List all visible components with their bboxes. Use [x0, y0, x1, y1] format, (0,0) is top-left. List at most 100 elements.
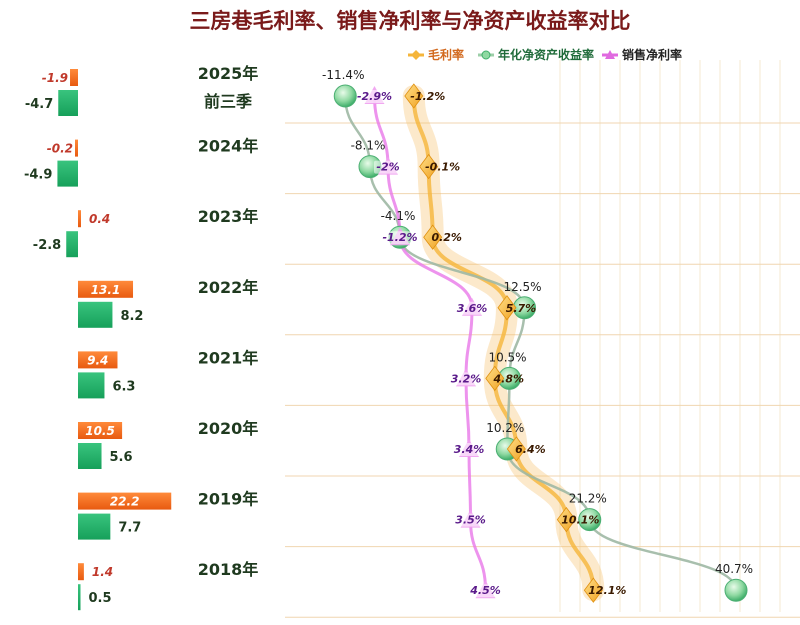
- period-label: 2025年: [198, 64, 259, 83]
- gross-margin-label: 12.1%: [588, 584, 626, 597]
- bar-orange: [70, 69, 78, 86]
- period-label: 2022年: [198, 278, 259, 297]
- net-margin-label-bg: [471, 584, 500, 598]
- bar-green-label: 5.6: [110, 450, 133, 465]
- legend-label: 年化净资产收益率: [498, 47, 594, 62]
- roe-label: -4.1%: [381, 209, 416, 223]
- bar-green: [78, 301, 113, 328]
- net-margin-label-bg: [455, 443, 483, 456]
- bar-green: [58, 90, 78, 116]
- bar-green: [78, 443, 102, 469]
- gross-margin-point: [485, 365, 505, 392]
- net-margin-label: 3.5%: [455, 514, 486, 527]
- lines-layer: [344, 85, 738, 602]
- gross-margin-label: 10.1%: [561, 514, 599, 527]
- bar-green: [78, 372, 105, 399]
- net-margin-label-bg: [386, 231, 414, 245]
- net-margin-label-bg: [456, 513, 485, 527]
- bar-green: [66, 231, 78, 258]
- gross-margin-label: 0.2%: [431, 231, 462, 244]
- points-layer: -11.4% -8.1% -4.1% 12.5% 10.5% 10.2% 21.2% 40.7…: [322, 68, 753, 603]
- legend-triangle-marker: [605, 50, 615, 59]
- net-margin-label-bg: [452, 372, 480, 386]
- period-label: 2024年: [198, 137, 259, 156]
- gross-margin-point: [556, 506, 576, 533]
- period-label: 前三季: [204, 92, 253, 111]
- roe-label: -11.4%: [322, 68, 364, 82]
- net-margin-label: 3.2%: [451, 372, 482, 385]
- roe-point: [578, 508, 602, 532]
- gross-margin-point: [423, 224, 443, 250]
- bar-green-label: 0.5: [89, 591, 112, 606]
- bar-orange: [78, 563, 84, 581]
- gross-margin-label: 5.7%: [506, 302, 537, 315]
- roe-point: [724, 578, 748, 602]
- gross-margin-label: -0.1%: [425, 161, 460, 174]
- bar-orange: [78, 422, 123, 439]
- bar-orange: [75, 139, 78, 157]
- bar-green-label: 7.7: [118, 521, 141, 536]
- period-label: 2021年: [198, 348, 259, 367]
- bar-green: [78, 513, 111, 540]
- bar-orange-label: 1.4: [92, 565, 113, 579]
- gross-margin-point: [506, 436, 526, 462]
- bar-orange: [78, 280, 134, 298]
- roe-line: [344, 95, 738, 591]
- bar-orange: [78, 210, 81, 228]
- gross-margin-label: -1.2%: [410, 90, 445, 103]
- bar-green-label: -4.9: [24, 168, 52, 183]
- net-margin-label-bg: [360, 90, 389, 103]
- bar-orange: [78, 492, 172, 510]
- bar-orange-label: 9.4: [87, 353, 108, 367]
- gross-margin-point: [419, 153, 439, 180]
- period-label: 2019年: [198, 490, 259, 509]
- net-margin-label: 3.6%: [457, 302, 488, 315]
- bar-green-label: -2.8: [33, 238, 61, 253]
- bar-orange-label: 10.5: [85, 424, 115, 438]
- bar-green-label: 8.2: [120, 309, 143, 324]
- net-margin-label-bg: [458, 301, 486, 315]
- legend: 毛利率 年化净资产收益率 销售净利率: [408, 47, 682, 62]
- gross-margin-point: [497, 295, 517, 321]
- bar-orange-label: 13.1: [91, 283, 121, 297]
- roe-label: 40.7%: [715, 562, 753, 576]
- bar-orange-label: -1.9: [42, 71, 68, 85]
- period-label: 2018年: [198, 560, 259, 579]
- bars-layer: -1.9 -4.7 -0.2 -4.9 0.4 -2.8 13.1 8.2 9.4 6.3 10.5…: [24, 69, 172, 611]
- gross-margin-point: [404, 83, 424, 109]
- legend-label: 销售净利率: [622, 47, 682, 62]
- gross-margin-point: [583, 577, 603, 603]
- roe-label: 10.5%: [488, 350, 526, 364]
- gross-margin-label: 4.8%: [493, 372, 525, 385]
- bar-green-label: 6.3: [112, 379, 135, 394]
- net-margin-label: 3.4%: [454, 443, 485, 456]
- net-margin-label-bg: [374, 160, 402, 174]
- period-label: 2020年: [198, 419, 259, 438]
- roe-point: [333, 84, 357, 108]
- bar-green: [78, 584, 81, 611]
- period-label: 2023年: [198, 207, 259, 226]
- bar-orange-label: 22.2: [110, 495, 140, 509]
- roe-label: -8.1%: [351, 139, 386, 153]
- bar-orange: [78, 351, 118, 369]
- roe-label: 10.2%: [486, 421, 524, 435]
- net-margin-label: -2.9%: [357, 90, 392, 103]
- legend-circle-marker: [481, 50, 491, 60]
- background-grid: [285, 60, 800, 618]
- gross-margin-line: [411, 95, 596, 591]
- net-margin-label: -1.2%: [382, 231, 417, 244]
- roe-label: 21.2%: [569, 492, 607, 506]
- bar-orange-label: 0.4: [89, 212, 110, 226]
- gross-margin-label: 6.4%: [515, 443, 546, 456]
- legend-label: 毛利率: [428, 47, 464, 62]
- bar-green-label: -4.7: [25, 97, 53, 112]
- roe-label: 12.5%: [503, 280, 541, 294]
- legend-diamond-marker: [411, 50, 421, 60]
- chart-title: 三房巷毛利率、销售净利率与净资产收益率对比: [190, 9, 631, 33]
- net-margin-label: 4.5%: [469, 584, 501, 597]
- bar-orange-label: -0.2: [47, 142, 73, 156]
- bar-green: [57, 160, 78, 187]
- net-margin-label: -2%: [376, 161, 399, 174]
